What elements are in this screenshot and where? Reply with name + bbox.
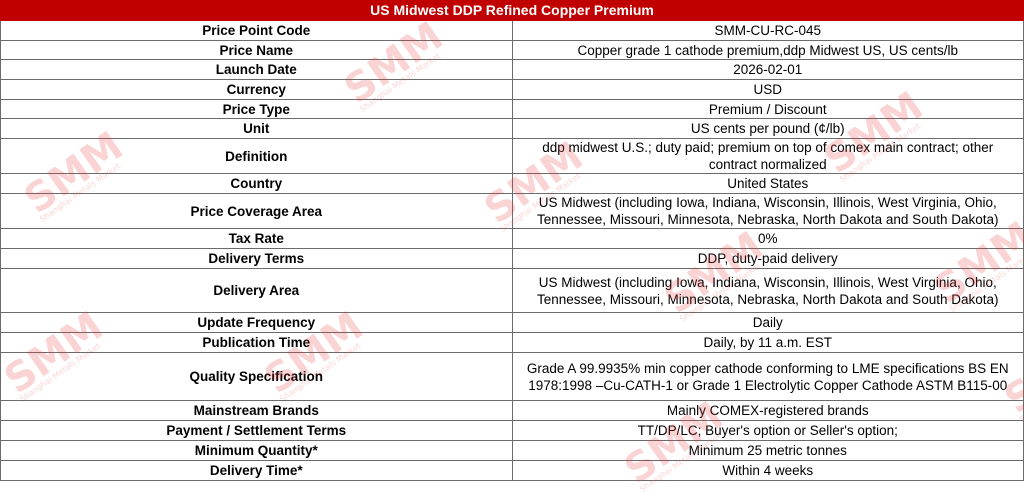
row-label: Publication Time bbox=[0, 332, 513, 353]
table-title: US Midwest DDP Refined Copper Premium bbox=[0, 0, 1024, 21]
table-row: Price Type Premium / Discount bbox=[0, 99, 1024, 119]
table-row: Definition ddp midwest U.S.; duty paid; p… bbox=[0, 138, 1024, 174]
table-row: Price Name Copper grade 1 cathode premium… bbox=[0, 40, 1024, 60]
table-row: Payment / Settlement Terms TT/DP/LC; Buye… bbox=[0, 420, 1024, 441]
row-label: Mainstream Brands bbox=[0, 400, 513, 421]
row-value: SMM-CU-RC-045 bbox=[511, 20, 1024, 41]
table-row: Unit US cents per pound (¢/lb) bbox=[0, 118, 1024, 139]
table-row: Country United States bbox=[0, 173, 1024, 194]
row-label: Price Point Code bbox=[0, 20, 513, 41]
table-row: Delivery Terms DDP, duty-paid delivery bbox=[0, 248, 1024, 269]
row-value: Minimum 25 metric tonnes bbox=[511, 440, 1024, 461]
row-label: Unit bbox=[0, 118, 513, 139]
table-row: Minimum Quantity* Minimum 25 metric tonne… bbox=[0, 440, 1024, 461]
row-label: Price Name bbox=[0, 40, 513, 60]
table-row: Quality Specification Grade A 99.9935% mi… bbox=[0, 352, 1024, 401]
row-value: USD bbox=[511, 79, 1024, 100]
price-spec-table: US Midwest DDP Refined Copper Premium Pr… bbox=[0, 0, 1024, 481]
table-row: Delivery Area US Midwest (including Iowa,… bbox=[0, 268, 1024, 313]
row-label: Quality Specification bbox=[0, 352, 513, 401]
row-label: Tax Rate bbox=[0, 228, 513, 249]
table-row: Mainstream Brands Mainly COMEX-registered… bbox=[0, 400, 1024, 421]
table-row: Launch Date 2026-02-01 bbox=[0, 59, 1024, 80]
table-row: Publication Time Daily, by 11 a.m. EST bbox=[0, 332, 1024, 353]
row-label: Launch Date bbox=[0, 59, 513, 80]
row-value: ddp midwest U.S.; duty paid; premium on … bbox=[511, 138, 1024, 174]
row-label: Delivery Area bbox=[0, 268, 513, 313]
row-value: Copper grade 1 cathode premium,ddp Midwe… bbox=[511, 40, 1024, 60]
row-value: US Midwest (including Iowa, Indiana, Wis… bbox=[511, 268, 1024, 313]
table-row: Tax Rate 0% bbox=[0, 228, 1024, 249]
table-row: Price Point Code SMM-CU-RC-045 bbox=[0, 20, 1024, 41]
row-value: DDP, duty-paid delivery bbox=[511, 248, 1024, 269]
row-label: Country bbox=[0, 173, 513, 194]
row-value: TT/DP/LC; Buyer's option or Seller's opt… bbox=[511, 420, 1024, 441]
row-label: Delivery Terms bbox=[0, 248, 513, 269]
row-value: Daily, by 11 a.m. EST bbox=[511, 332, 1024, 353]
row-label: Minimum Quantity* bbox=[0, 440, 513, 461]
row-value: United States bbox=[511, 173, 1024, 194]
row-value: US Midwest (including Iowa, Indiana, Wis… bbox=[511, 193, 1024, 229]
row-label: Price Type bbox=[0, 99, 513, 119]
table-row: Delivery Time* Within 4 weeks bbox=[0, 460, 1024, 481]
row-label: Payment / Settlement Terms bbox=[0, 420, 513, 441]
row-label: Currency bbox=[0, 79, 513, 100]
row-label: Delivery Time* bbox=[0, 460, 513, 481]
row-value: Daily bbox=[511, 312, 1024, 333]
row-value: Mainly COMEX-registered brands bbox=[511, 400, 1024, 421]
table-row: Update Frequency Daily bbox=[0, 312, 1024, 333]
row-value: Premium / Discount bbox=[511, 99, 1024, 119]
table-row: Currency USD bbox=[0, 79, 1024, 100]
row-value: Within 4 weeks bbox=[511, 460, 1024, 481]
row-value: 2026-02-01 bbox=[511, 59, 1024, 80]
row-label: Update Frequency bbox=[0, 312, 513, 333]
row-value: US cents per pound (¢/lb) bbox=[511, 118, 1024, 139]
row-label: Price Coverage Area bbox=[0, 193, 513, 229]
row-value: Grade A 99.9935% min copper cathode conf… bbox=[511, 352, 1024, 401]
row-value: 0% bbox=[511, 228, 1024, 249]
row-label: Definition bbox=[0, 138, 513, 174]
table-title-row: US Midwest DDP Refined Copper Premium bbox=[0, 0, 1024, 21]
table-row: Price Coverage Area US Midwest (including… bbox=[0, 193, 1024, 229]
